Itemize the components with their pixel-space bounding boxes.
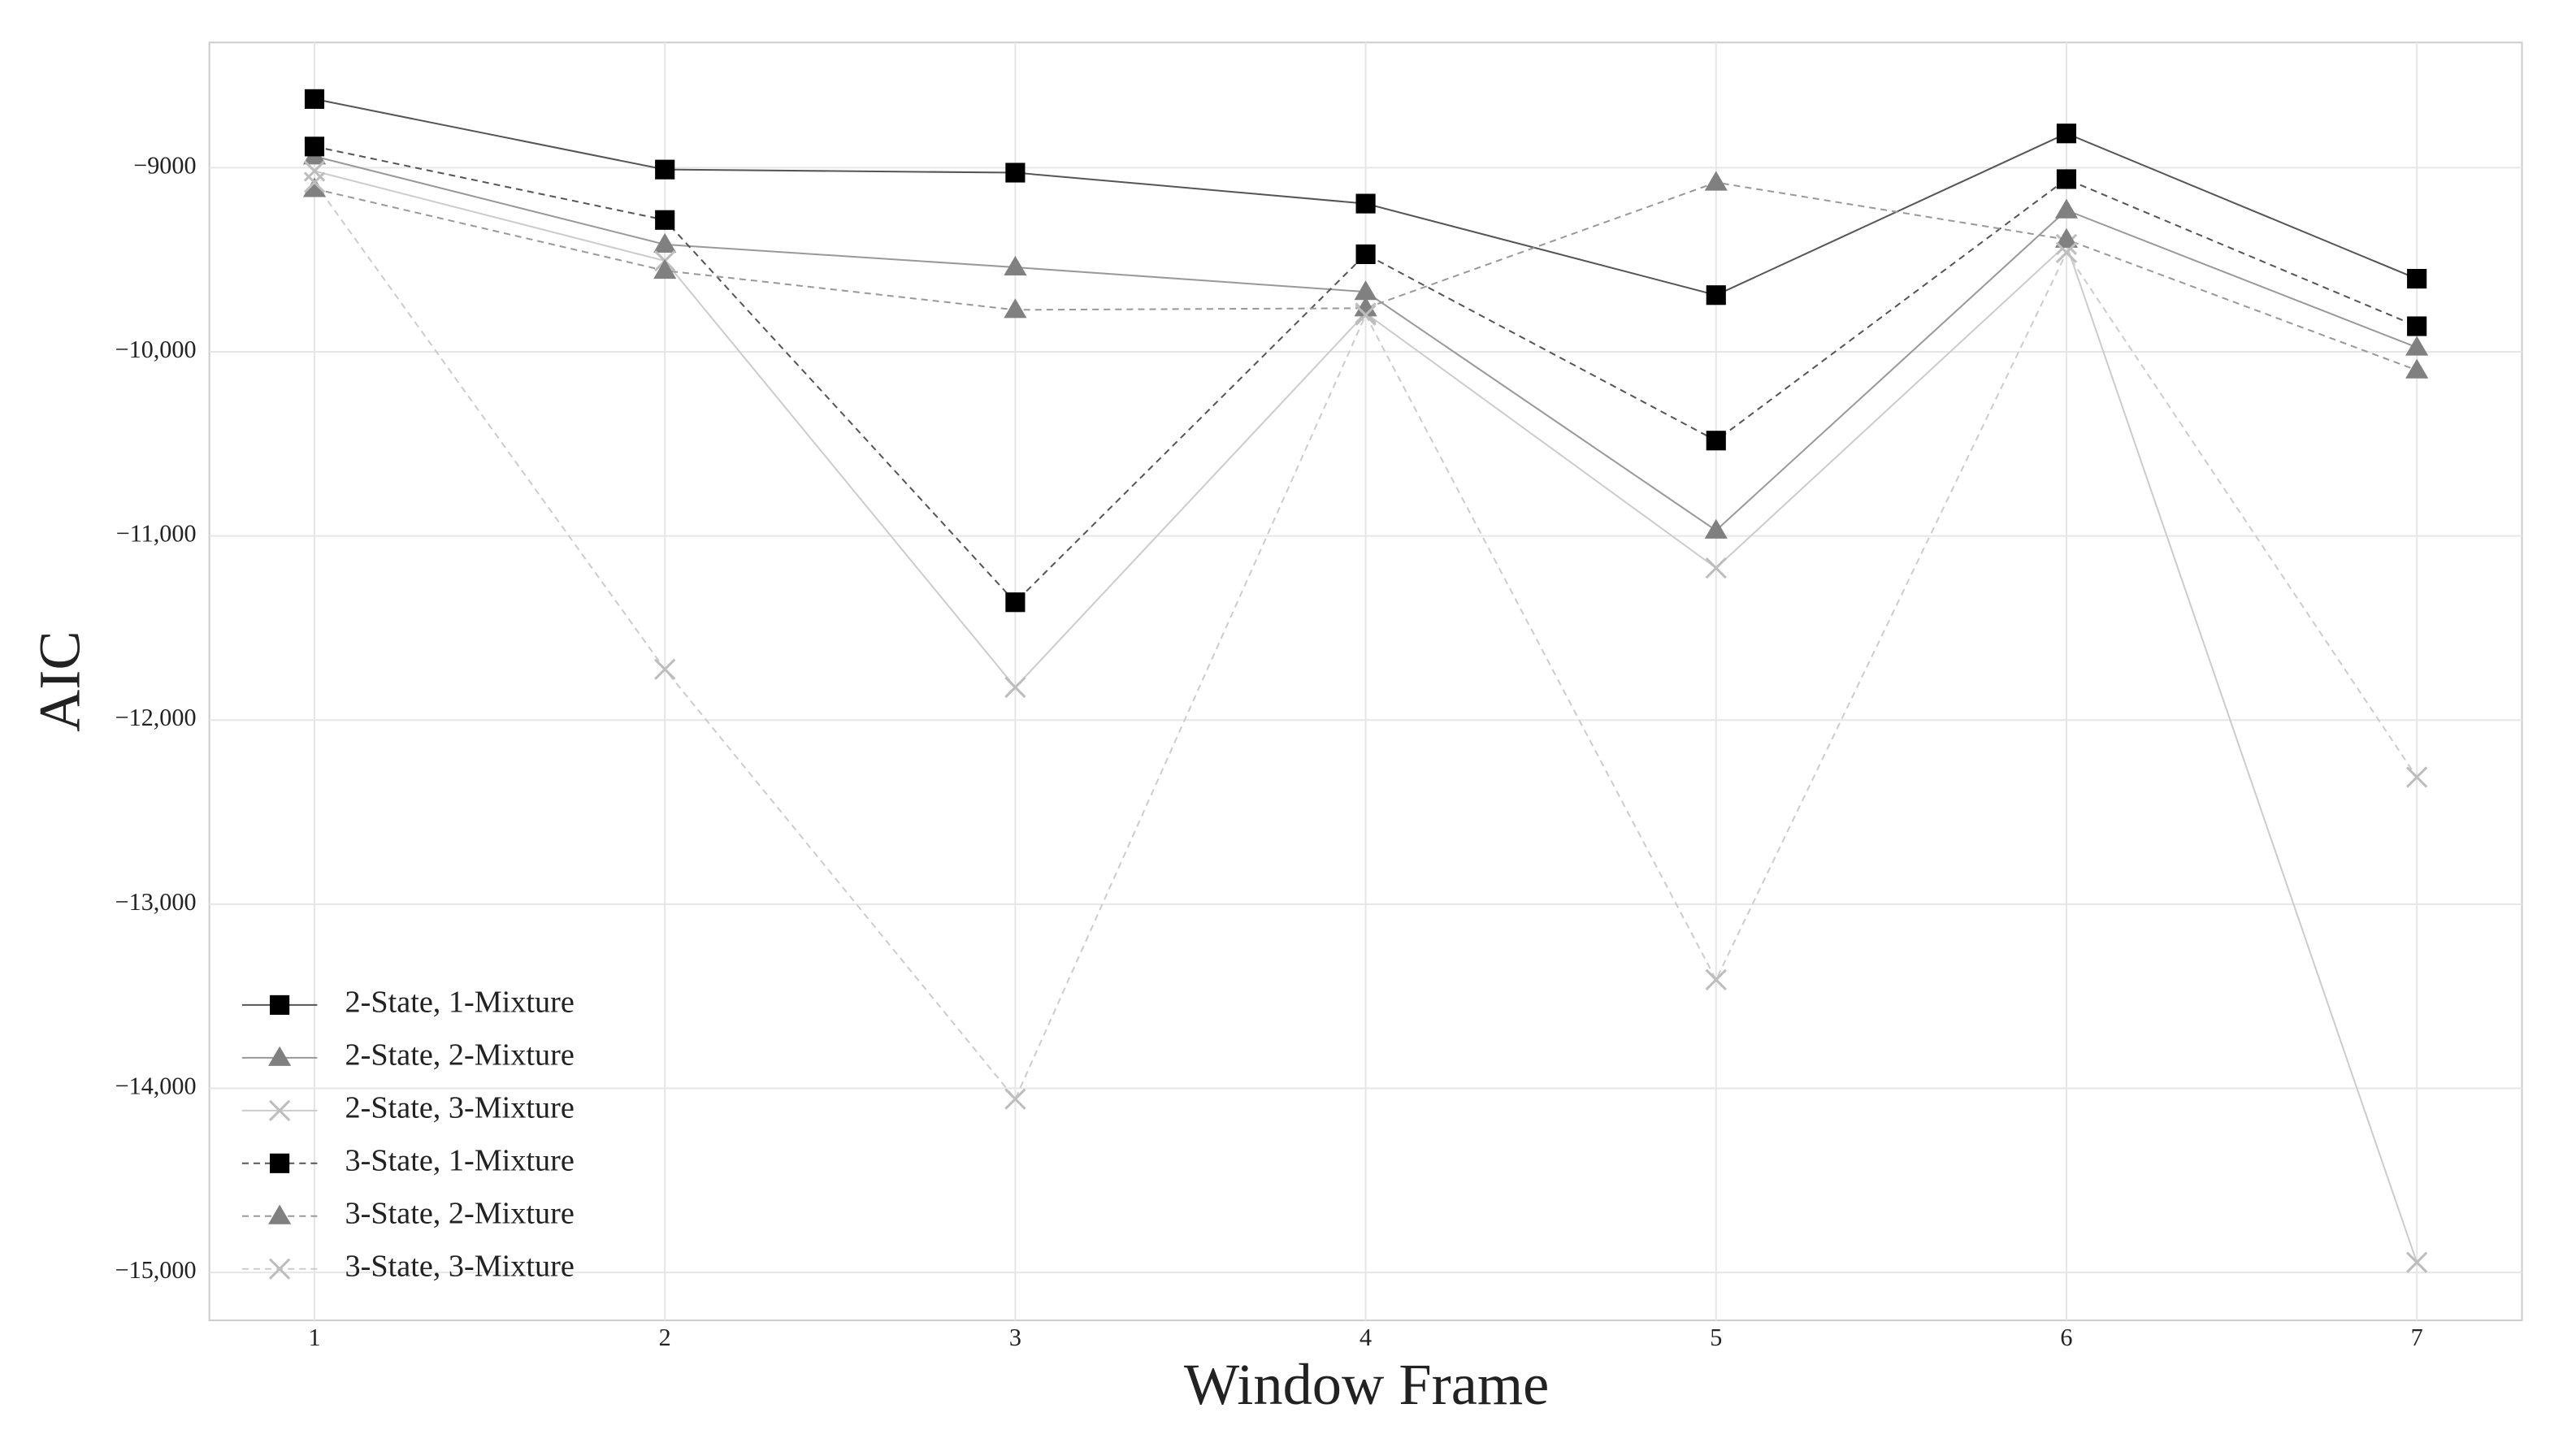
- marker: [303, 171, 326, 193]
- legend-label: 3-State, 3-Mixture: [345, 1249, 575, 1283]
- marker: [2406, 766, 2428, 788]
- y-axis-label: AIC: [26, 630, 92, 732]
- marker: [2407, 268, 2427, 289]
- x-tick-label: 6: [2060, 1324, 2072, 1351]
- marker: [2056, 124, 2077, 144]
- marker: [1355, 304, 1377, 326]
- x-tick-label: 3: [1009, 1324, 1021, 1351]
- marker: [1706, 285, 1726, 306]
- legend-label: 2-State, 2-Mixture: [345, 1038, 575, 1072]
- marker: [2405, 336, 2429, 356]
- marker: [304, 136, 325, 157]
- y-tick-label: −10,000: [115, 336, 197, 363]
- legend-marker: [268, 1204, 292, 1224]
- marker: [1704, 518, 1728, 539]
- marker: [1004, 676, 1026, 699]
- y-tick-label: −13,000: [115, 888, 197, 916]
- marker: [1004, 298, 1027, 318]
- y-tick-label: −11,000: [116, 520, 197, 548]
- marker: [1354, 280, 1377, 301]
- marker: [2054, 228, 2079, 248]
- marker: [302, 177, 327, 197]
- marker: [304, 89, 325, 109]
- marker: [654, 658, 676, 680]
- marker: [1704, 171, 1728, 191]
- grid: [209, 42, 2522, 1321]
- marker: [1705, 968, 1727, 990]
- y-tick-label: −9000: [133, 151, 196, 179]
- x-axis-label: Window Frame: [1184, 1351, 1549, 1417]
- x-tick-label: 5: [1710, 1324, 1722, 1351]
- marker: [1355, 193, 1376, 214]
- marker: [1004, 255, 1027, 276]
- marker: [2407, 316, 2427, 336]
- marker: [653, 232, 677, 253]
- marker: [1355, 244, 1376, 264]
- x-tick-label: 7: [2411, 1324, 2423, 1351]
- marker: [2054, 198, 2079, 219]
- y-tick-label: −15,000: [115, 1256, 197, 1284]
- marker: [2056, 169, 2077, 189]
- legend-marker: [268, 1099, 291, 1121]
- y-tick-label: −14,000: [115, 1072, 197, 1099]
- marker: [1706, 431, 1726, 451]
- marker: [2055, 241, 2078, 264]
- marker: [653, 259, 677, 280]
- marker: [1005, 162, 1026, 183]
- legend: 2-State, 1-Mixture 2-State, 2-Mixture 2-St…: [241, 986, 575, 1283]
- marker: [2405, 358, 2429, 379]
- legend-label: 2-State, 3-Mixture: [345, 1091, 575, 1125]
- marker: [1705, 557, 1727, 579]
- x-tick-label: 1: [308, 1324, 320, 1351]
- legend-marker: [270, 1153, 290, 1173]
- marker: [655, 159, 675, 180]
- legend-label: 3-State, 1-Mixture: [345, 1144, 575, 1178]
- marker: [1354, 297, 1377, 317]
- x-tick-label: 4: [1360, 1324, 1372, 1351]
- marker: [1004, 1088, 1026, 1110]
- legend-marker: [268, 1046, 292, 1066]
- legend-marker: [268, 1258, 291, 1280]
- marker: [2406, 1251, 2428, 1273]
- y-tick-label: −12,000: [115, 704, 197, 731]
- x-tick-label: 2: [659, 1324, 671, 1351]
- legend-marker: [270, 994, 290, 1015]
- marker: [655, 210, 675, 230]
- legend-label: 3-State, 2-Mixture: [345, 1197, 575, 1231]
- legend-label: 2-State, 1-Mixture: [345, 986, 575, 1020]
- marker: [1005, 592, 1026, 613]
